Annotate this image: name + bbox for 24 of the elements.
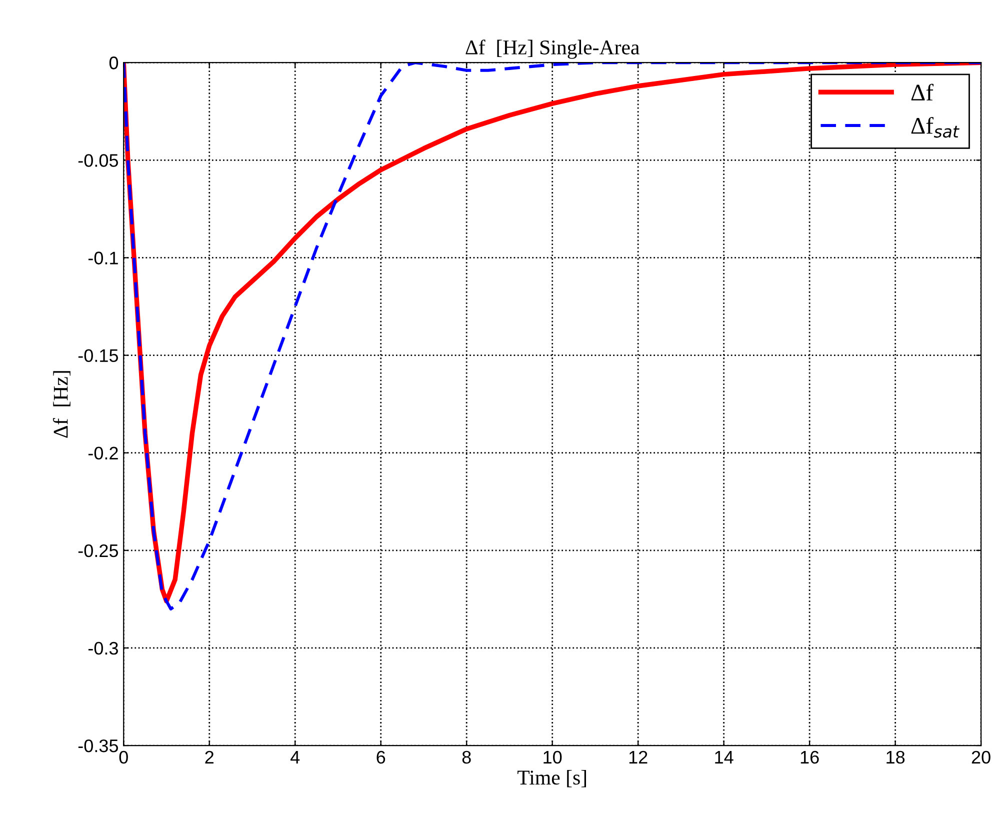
legend-label: Δf bbox=[911, 84, 934, 100]
y-tick-label: -0.15 bbox=[78, 349, 118, 362]
x-tick-label: 0 bbox=[119, 750, 128, 764]
y-tick-label: -0.05 bbox=[78, 154, 118, 167]
x-tick-label: 20 bbox=[972, 750, 990, 764]
chart-title: Δf [Hz] Single-Area bbox=[466, 40, 640, 59]
y-tick-label: -0.2 bbox=[88, 446, 118, 460]
x-tick-label: 14 bbox=[715, 751, 734, 764]
x-tick-label: 18 bbox=[886, 750, 905, 764]
y-tick-label: -0.3 bbox=[88, 642, 118, 655]
y-tick-label: -0.25 bbox=[78, 544, 118, 558]
legend-label: Δf$_{sat}$ bbox=[911, 116, 960, 138]
x-tick-label: 10 bbox=[544, 750, 562, 764]
x-tick-label: 8 bbox=[462, 750, 471, 764]
y-tick-label: 0 bbox=[109, 56, 118, 70]
y-tick-label: -0.35 bbox=[78, 739, 118, 752]
x-axis-title: Time [s] bbox=[518, 770, 586, 788]
y-tick-label: -0.1 bbox=[88, 252, 118, 264]
x-tick-label: 16 bbox=[800, 750, 819, 764]
x-tick-label: 2 bbox=[205, 750, 214, 764]
x-tick-label: 6 bbox=[376, 750, 386, 764]
y-axis-title: Δf [Hz] bbox=[52, 371, 70, 438]
x-tick-label: 12 bbox=[629, 750, 648, 764]
x-tick-label: 4 bbox=[290, 751, 300, 764]
